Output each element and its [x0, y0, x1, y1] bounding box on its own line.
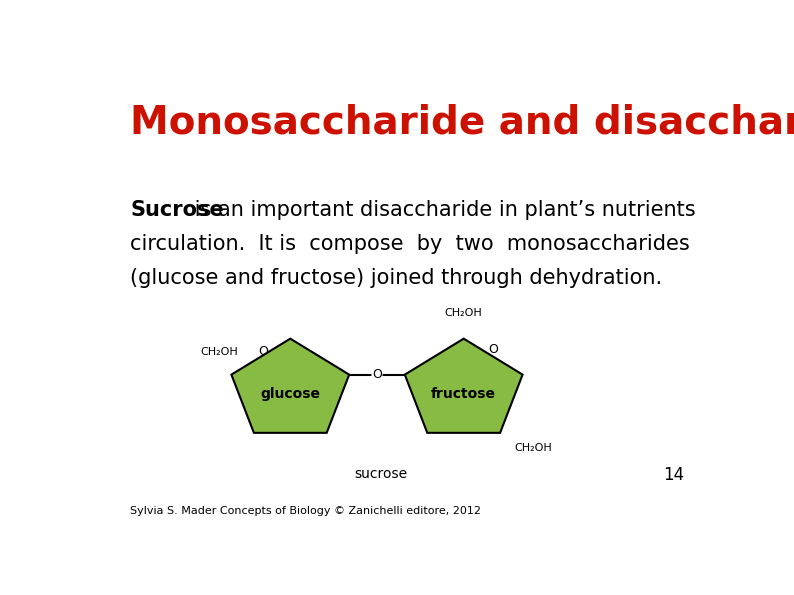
Text: Sylvia S. Mader Concepts of Biology © Zanichelli editore, 2012: Sylvia S. Mader Concepts of Biology © Za…: [130, 506, 481, 516]
Polygon shape: [405, 339, 522, 433]
Text: ZANICHELLI: ZANICHELLI: [599, 499, 727, 518]
Polygon shape: [231, 339, 349, 433]
Text: Monosaccharide and disaccharides: Monosaccharide and disaccharides: [130, 104, 794, 142]
Text: Sucrose: Sucrose: [130, 200, 224, 220]
Text: (glucose and fructose) joined through dehydration.: (glucose and fructose) joined through de…: [130, 268, 662, 289]
Text: 14: 14: [663, 466, 684, 484]
Text: fructose: fructose: [431, 387, 496, 401]
Text: O: O: [488, 343, 498, 356]
Text: CH₂OH: CH₂OH: [200, 347, 238, 357]
Text: circulation.  It is  compose  by  two  monosaccharides: circulation. It is compose by two monosa…: [130, 234, 690, 254]
Text: is an important disaccharide in plant’s nutrients: is an important disaccharide in plant’s …: [188, 200, 696, 220]
Text: sucrose: sucrose: [355, 467, 407, 481]
Text: glucose: glucose: [260, 387, 320, 401]
Text: CH₂OH: CH₂OH: [515, 443, 552, 453]
Text: O: O: [372, 368, 382, 381]
Text: O: O: [258, 345, 268, 358]
Text: CH₂OH: CH₂OH: [445, 308, 483, 318]
